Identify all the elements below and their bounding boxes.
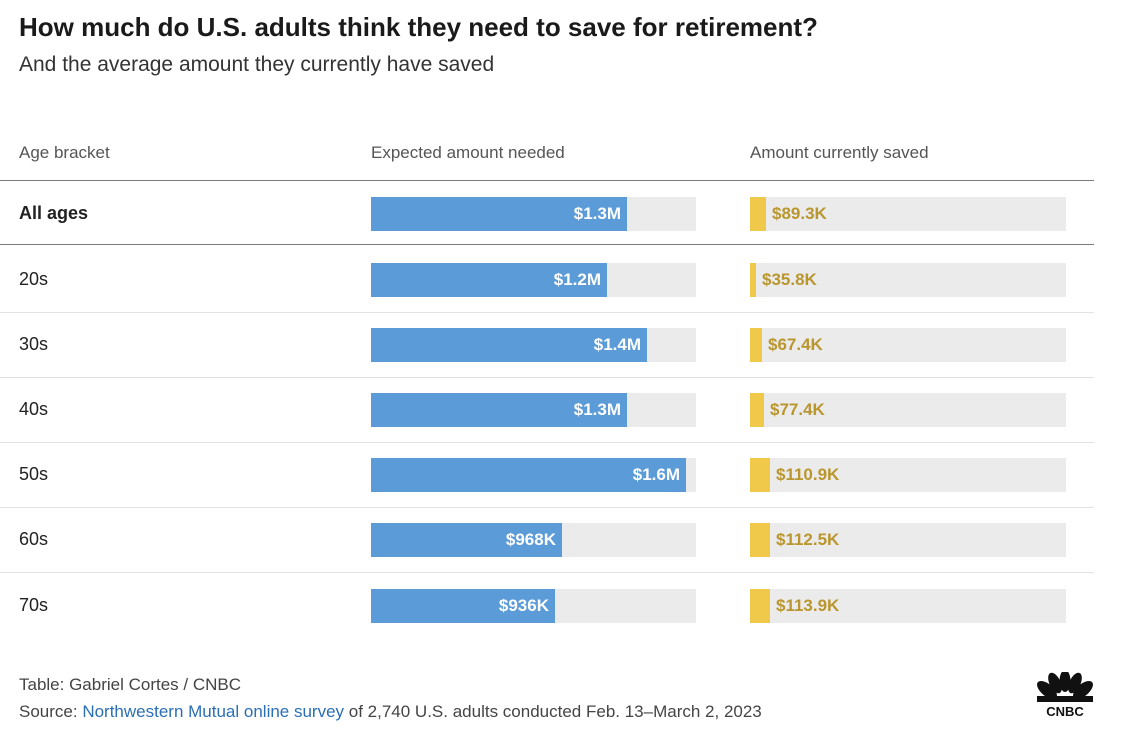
row-label: 40s [19,399,49,419]
needed-bar-track: $1.2M [371,263,696,297]
footer-source: Source: Northwestern Mutual online surve… [19,702,762,722]
saved-value-label: $112.5K [776,530,840,549]
all-ages-rule [0,244,1094,245]
saved-bar-track: $67.4K [750,328,1066,362]
saved-value-label: $113.9K [776,596,840,615]
saved-value-label: $35.8K [762,270,817,289]
needed-bar [371,328,647,362]
row-label: All ages [19,203,89,223]
needed-bar [371,197,627,231]
source-suffix: of 2,740 U.S. adults conducted Feb. 13–M… [344,702,762,721]
needed-bar-track: $1.4M [371,328,696,362]
needed-value-label: $1.2M [553,270,601,289]
needed-value-label: $1.4M [593,335,641,354]
saved-bar [750,197,766,231]
saved-bar [750,328,762,362]
saved-bar-track: $35.8K [750,263,1066,297]
saved-value-label: $77.4K [770,400,825,419]
row-label: 30s [19,334,49,354]
logo-text: CNBC [1046,704,1084,719]
saved-bar-track: $89.3K [750,197,1066,231]
needed-bar-track: $968K [371,523,696,557]
needed-value-label: $1.3M [573,400,621,419]
saved-value-label: $89.3K [772,204,827,223]
needed-bar [371,393,627,427]
row-label: 20s [19,269,49,289]
header-rule [0,180,1094,181]
footer-credit: Table: Gabriel Cortes / CNBC [19,675,242,694]
saved-bar [750,393,764,427]
row-label: 60s [19,529,49,549]
header-expected-amount-needed: Expected amount needed [371,143,565,162]
saved-bar [750,523,770,557]
needed-value-label: $1.3M [573,204,621,223]
saved-value-label: $67.4K [768,335,823,354]
row-separator [0,312,1094,313]
row-separator [0,377,1094,378]
needed-value-label: $968K [505,530,556,549]
saved-bar [750,589,770,623]
needed-bar-track: $1.3M [371,393,696,427]
saved-value-label: $110.9K [776,465,840,484]
needed-bar [371,263,607,297]
chart-subtitle: And the average amount they currently ha… [19,53,495,76]
needed-bar [371,589,555,623]
row-label: 70s [19,595,49,615]
needed-bar [371,458,686,492]
row-separator [0,572,1094,573]
cnbc-peacock-icon: CNBC [1037,672,1093,719]
saved-bar-track: $110.9K [750,458,1066,492]
saved-bar-track: $112.5K [750,523,1066,557]
row-label: 50s [19,464,49,484]
header-amount-currently-saved: Amount currently saved [750,143,929,162]
needed-bar [371,523,562,557]
source-prefix: Source: [19,702,83,721]
needed-bar-track: $1.3M [371,197,696,231]
saved-bar-track: $113.9K [750,589,1066,623]
saved-bar [750,458,770,492]
needed-value-label: $936K [498,596,549,615]
source-link[interactable]: Northwestern Mutual online survey [82,702,345,721]
row-separator [0,507,1094,508]
saved-bar-track: $77.4K [750,393,1066,427]
row-separator [0,442,1094,443]
needed-bar-track: $1.6M [371,458,696,492]
needed-bar-track: $936K [371,589,696,623]
header-age-bracket: Age bracket [19,143,110,162]
chart-title: How much do U.S. adults think they need … [19,12,818,42]
needed-value-label: $1.6M [632,465,680,484]
saved-bar [750,263,756,297]
